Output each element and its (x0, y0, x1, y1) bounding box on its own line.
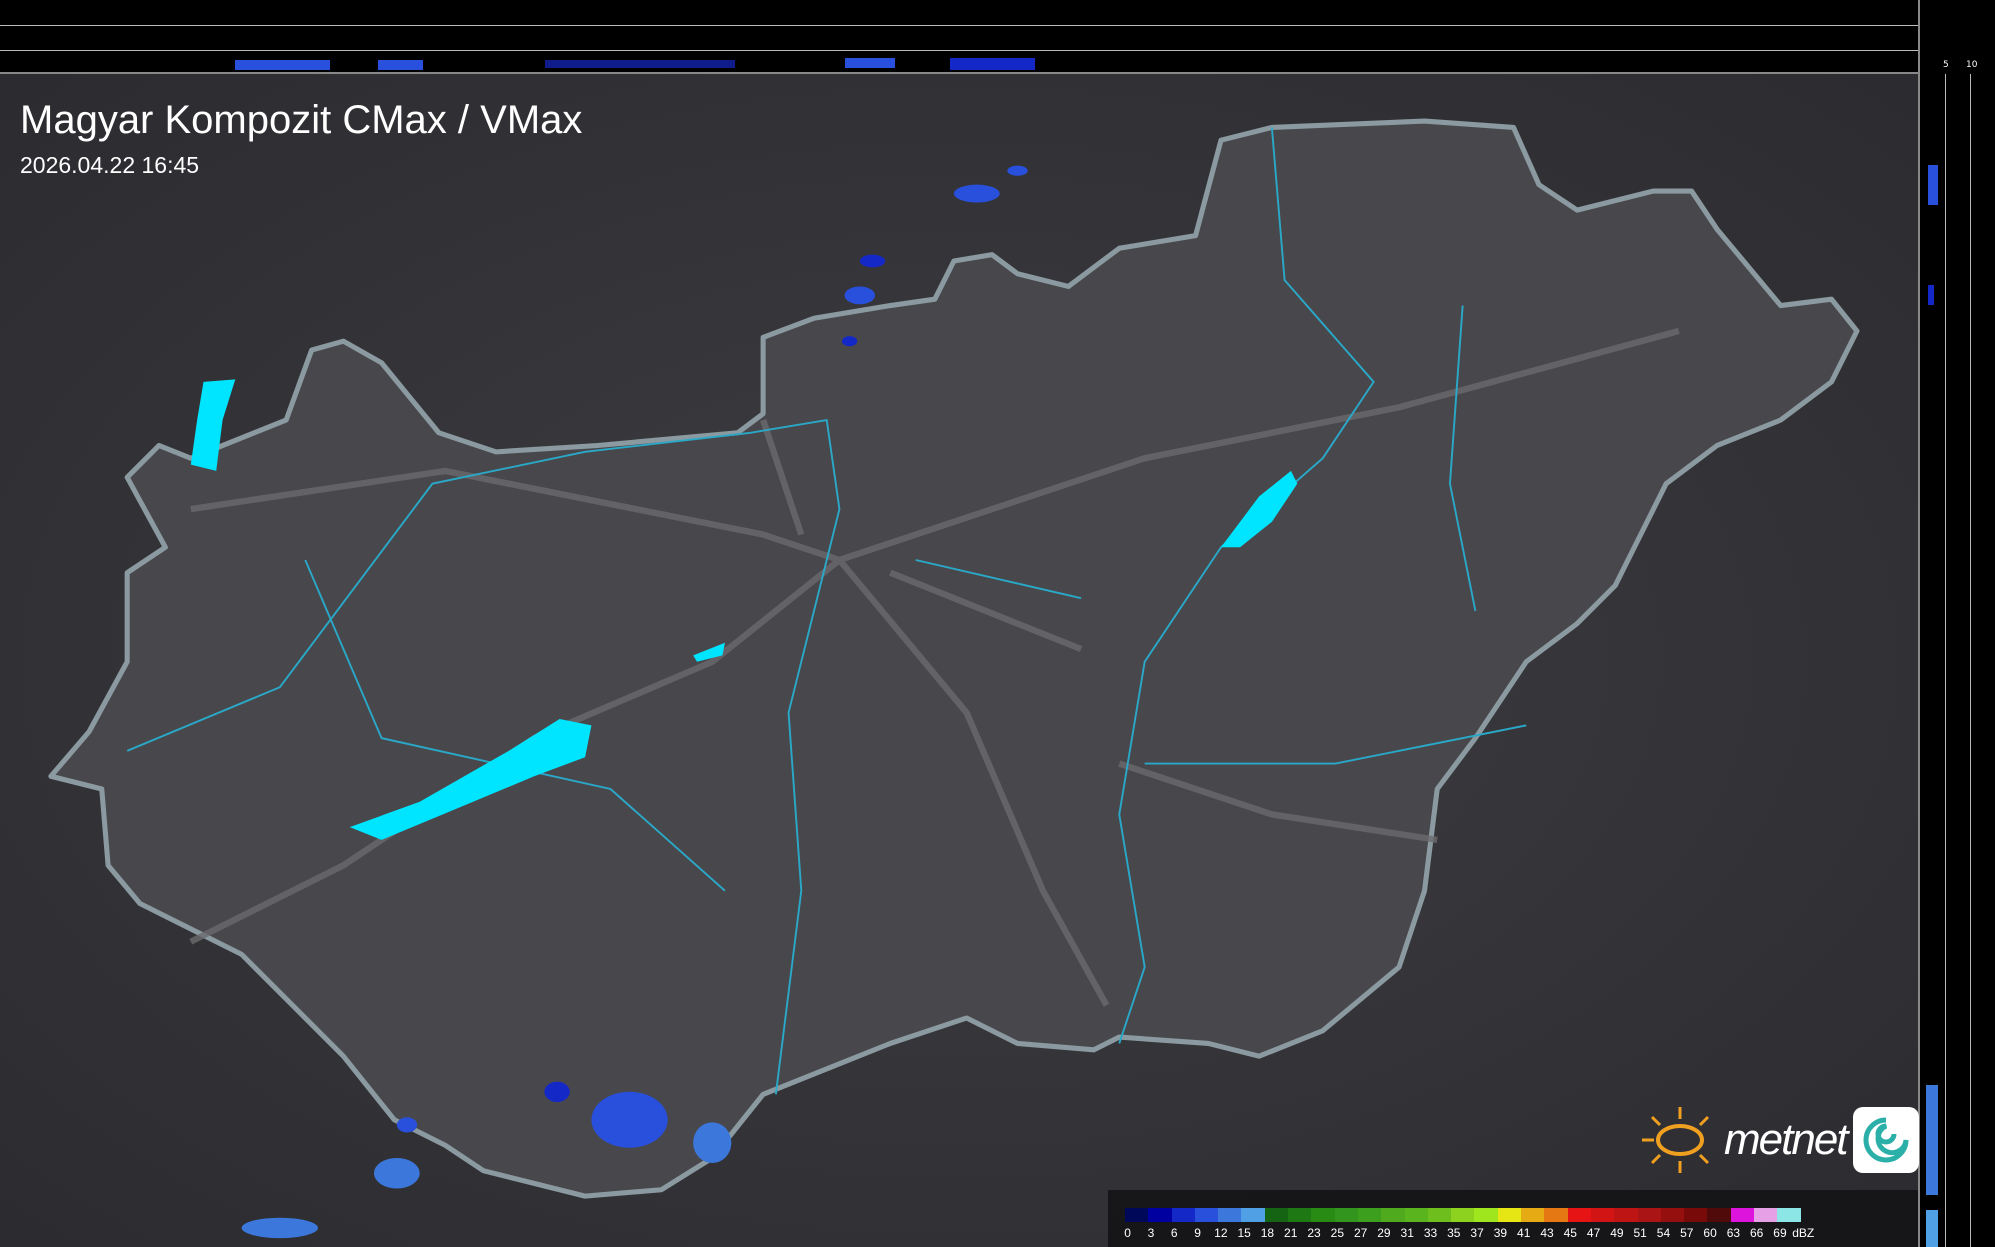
legend-swatch (1614, 1208, 1638, 1222)
legend-label: 43 (1540, 1226, 1554, 1240)
legend-swatch (1730, 1208, 1755, 1222)
swirl-icon (1852, 1107, 1919, 1173)
sun-icon (1642, 1107, 1710, 1173)
legend-label: 47 (1586, 1226, 1601, 1240)
legend-label: 54 (1656, 1226, 1671, 1240)
lake-velence (693, 642, 725, 662)
lake-ferto (190, 379, 236, 471)
legend-label: 51 (1633, 1226, 1647, 1240)
legend-swatch (1357, 1208, 1382, 1222)
legend-label: 21 (1284, 1226, 1298, 1240)
legend-label: 18 (1260, 1226, 1275, 1240)
legend-unit: dBZ (1792, 1226, 1815, 1240)
legend-swatch (1451, 1208, 1475, 1222)
legend-label: 60 (1703, 1226, 1717, 1240)
legend-label: 27 (1353, 1226, 1368, 1240)
legend-label: 45 (1563, 1226, 1577, 1240)
legend-swatch (1171, 1208, 1195, 1222)
legend-swatch (1427, 1208, 1452, 1222)
legend-swatch (1125, 1208, 1149, 1222)
metnet-logo: metnet (1638, 1105, 1919, 1175)
legend-swatch (1404, 1208, 1428, 1222)
legend-swatch (1754, 1208, 1778, 1222)
rivers (126, 127, 1527, 1095)
legend-label: 57 (1680, 1226, 1694, 1240)
right-tick-10: 10 (1966, 60, 1978, 70)
radar-map[interactable] (0, 74, 1918, 1247)
legend-swatch (1218, 1208, 1242, 1222)
legend-swatch (1707, 1208, 1731, 1222)
vertical-profile-right: 5 10 (1918, 0, 1995, 1247)
lakes (190, 379, 1298, 840)
legend-label: 9 (1194, 1226, 1201, 1240)
lake-tisza (1221, 470, 1298, 548)
legend-swatch (1288, 1208, 1312, 1222)
legend-swatch (1637, 1208, 1661, 1222)
legend-swatch (1590, 1208, 1615, 1222)
vertical-profile-top: 10 5 (0, 0, 1935, 74)
legend-label: 41 (1517, 1226, 1531, 1240)
legend-labels: 0 3 6 9 12 15 18 21 23 25 27 29 31 33 35 37 39 41 43 45 47 49… (1116, 1226, 1815, 1240)
map-timestamp: 2026.04.22 16:45 (20, 152, 200, 178)
legend-swatch (1194, 1208, 1219, 1222)
legend-swatch (1777, 1208, 1801, 1222)
legend-swatch (1311, 1208, 1335, 1222)
legend-swatch (1660, 1208, 1685, 1222)
legend-swatch (1544, 1208, 1568, 1222)
right-tick-5: 5 (1943, 60, 1949, 70)
radar-echoes (241, 165, 1028, 1239)
legend-label: 66 (1749, 1226, 1764, 1240)
legend-label: 49 (1610, 1226, 1624, 1240)
legend-swatch (1241, 1208, 1265, 1222)
lake-balaton (349, 719, 592, 840)
legend-swatch (1264, 1208, 1289, 1222)
legend-label: 25 (1330, 1226, 1344, 1240)
legend-swatch (1334, 1208, 1358, 1222)
map-title: Magyar Kompozit CMax / VMax (20, 98, 583, 142)
legend-label: 3 (1147, 1226, 1155, 1240)
logo-text: metnet (1724, 1115, 1849, 1164)
legend-label: 23 (1307, 1226, 1321, 1240)
legend-label: 0 (1124, 1226, 1131, 1240)
legend-label: 39 (1493, 1226, 1508, 1240)
legend-label: 63 (1726, 1226, 1741, 1240)
legend-swatch (1148, 1208, 1172, 1222)
legend-label: 31 (1400, 1226, 1414, 1240)
legend-swatch (1684, 1208, 1708, 1222)
legend-swatch (1474, 1208, 1498, 1222)
legend-label: 12 (1214, 1226, 1228, 1240)
legend-label: 6 (1170, 1226, 1178, 1240)
legend-swatch (1497, 1208, 1522, 1222)
legend-label: 29 (1377, 1226, 1391, 1240)
legend-swatch (1381, 1208, 1405, 1222)
legend-label: 15 (1237, 1226, 1251, 1240)
legend-swatch (1521, 1208, 1545, 1222)
hungary-outline (48, 118, 1860, 1199)
legend-label: 35 (1447, 1226, 1461, 1240)
legend-swatches (1125, 1208, 1801, 1222)
legend-label: 33 (1423, 1226, 1438, 1240)
legend-swatch (1567, 1208, 1591, 1222)
legend-label: 69 (1773, 1226, 1787, 1240)
legend-label: 37 (1470, 1226, 1484, 1240)
dbz-color-legend: 0 3 6 9 12 15 18 21 23 25 27 29 31 33 35 37 39 41 43 45 47 49… (1108, 1190, 1918, 1247)
